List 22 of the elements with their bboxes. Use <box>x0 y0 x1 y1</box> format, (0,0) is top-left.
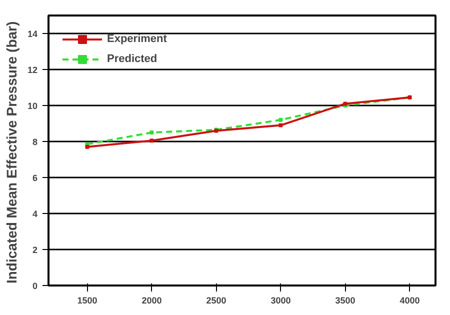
point <box>278 123 283 128</box>
point <box>278 118 283 122</box>
point <box>150 138 154 143</box>
x-tick-label: 1500 <box>77 296 98 306</box>
legend-label: Predicted <box>107 53 158 65</box>
x-tick-label: 3000 <box>270 296 291 306</box>
y-tick-label: 8 <box>32 137 38 147</box>
y-tick-label: 0 <box>32 281 38 291</box>
legend-label: Experiment <box>107 33 167 45</box>
y-axis-title: Indicated Mean Effective Pressure (bar) <box>3 21 20 284</box>
y-tick-label: 12 <box>27 65 38 75</box>
x-tick-label: 2000 <box>142 296 162 306</box>
x-tick-label: 3500 <box>335 296 356 306</box>
y-tick-label: 4 <box>32 209 38 219</box>
y-tick-label: 14 <box>27 29 38 39</box>
point <box>150 130 154 134</box>
point <box>85 144 90 149</box>
x-tick-label: 2500 <box>206 296 226 306</box>
y-tick-label: 6 <box>32 173 38 183</box>
y-tick-label: 10 <box>27 101 38 111</box>
x-tick-label: 4000 <box>400 296 420 306</box>
y-tick-label: 2 <box>32 245 38 255</box>
